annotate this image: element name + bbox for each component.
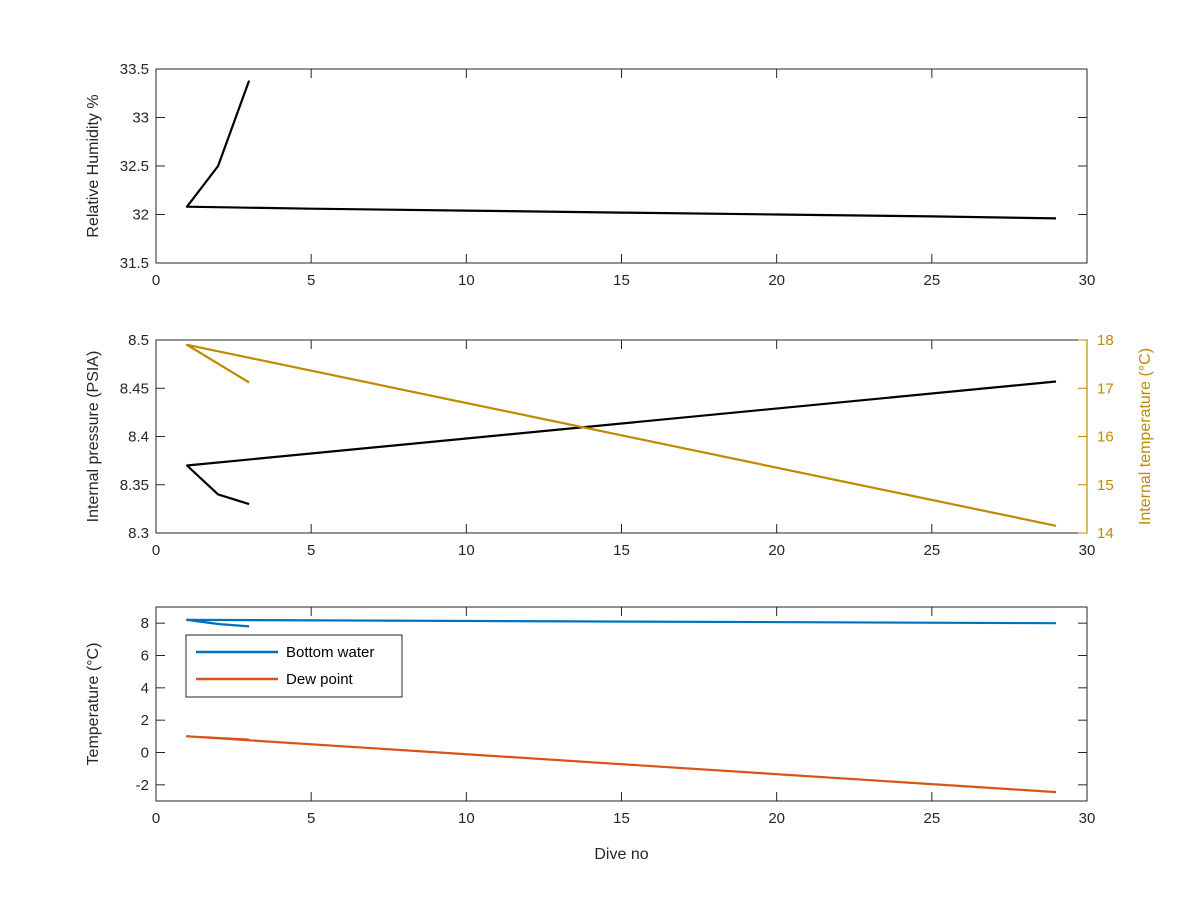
x-tick-label: 25 <box>923 272 940 289</box>
y-tick-label: 32.5 <box>120 158 149 175</box>
y-tick-label: 8.5 <box>128 332 149 349</box>
x-tick-label: 10 <box>458 272 475 289</box>
y-tick-label: 4 <box>141 680 149 697</box>
y-tick-label: 8.45 <box>120 380 149 397</box>
y-axis-label: Temperature (°C) <box>85 643 102 766</box>
y-axis-label: Relative Humidity % <box>85 94 102 237</box>
y-tick-label: 2 <box>141 712 149 729</box>
legend-label: Bottom water <box>286 644 374 661</box>
y-tick-label: -2 <box>136 777 149 794</box>
x-tick-label: 10 <box>458 542 475 559</box>
legend-label: Dew point <box>286 671 354 688</box>
y-tick-label: 6 <box>141 648 149 665</box>
series-line-1 <box>185 80 1057 220</box>
x-tick-label: 5 <box>307 810 315 827</box>
series-line-1 <box>185 380 1057 506</box>
y-tick-label: 31.5 <box>120 255 149 272</box>
y-tick-label: 32 <box>132 207 149 224</box>
y-axis-label: Internal pressure (PSIA) <box>85 351 102 523</box>
x-tick-label: 5 <box>307 272 315 289</box>
series-line-2 <box>185 735 1057 794</box>
x-tick-label: 0 <box>152 272 160 289</box>
x-tick-label: 15 <box>613 272 630 289</box>
subplot-2: 0 5 10 15 20 25 30 8.3 8.35 8.4 8.45 8.5 14 15 16 17 18 I… <box>85 332 1154 559</box>
x-tick-label: 25 <box>923 542 940 559</box>
y-tick-label: 0 <box>141 745 149 762</box>
x-tick-label: 0 <box>152 542 160 559</box>
legend-box <box>185 634 403 698</box>
y-tick-label: 8.35 <box>120 477 149 494</box>
y-tick-label: 33.5 <box>120 61 149 78</box>
x-tick-label: 15 <box>613 810 630 827</box>
y-tick-label-right: 14 <box>1097 525 1114 542</box>
y-tick-label: 8 <box>141 615 149 632</box>
y-tick-label: 33 <box>132 110 149 127</box>
x-tick-label: 30 <box>1079 810 1096 827</box>
y-axis-label-right: Internal temperature (°C) <box>1137 348 1154 525</box>
y-tick-label: 8.4 <box>128 429 149 446</box>
x-tick-label: 10 <box>458 810 475 827</box>
y-tick-label-right: 17 <box>1097 380 1114 397</box>
x-tick-label: 20 <box>768 810 785 827</box>
subplot-1: 0 5 10 15 20 25 30 31.5 32 32.5 33 33.5 Relative Hum… <box>85 61 1095 289</box>
y-tick-label-right: 15 <box>1097 477 1114 494</box>
x-tick-label: 15 <box>613 542 630 559</box>
x-tick-label: 30 <box>1079 542 1096 559</box>
x-axis-label: Dive no <box>594 846 648 863</box>
x-tick-label: 30 <box>1079 272 1096 289</box>
y-tick-label: 8.3 <box>128 525 149 542</box>
x-tick-label: 0 <box>152 810 160 827</box>
y-tick-label-right: 16 <box>1097 429 1114 446</box>
series-line-2 <box>185 343 1057 527</box>
x-tick-label: 5 <box>307 542 315 559</box>
y-tick-label-right: 18 <box>1097 332 1114 349</box>
x-tick-label: 20 <box>768 272 785 289</box>
series-line-1 <box>185 618 1057 628</box>
x-tick-label: 20 <box>768 542 785 559</box>
x-tick-label: 25 <box>923 810 940 827</box>
